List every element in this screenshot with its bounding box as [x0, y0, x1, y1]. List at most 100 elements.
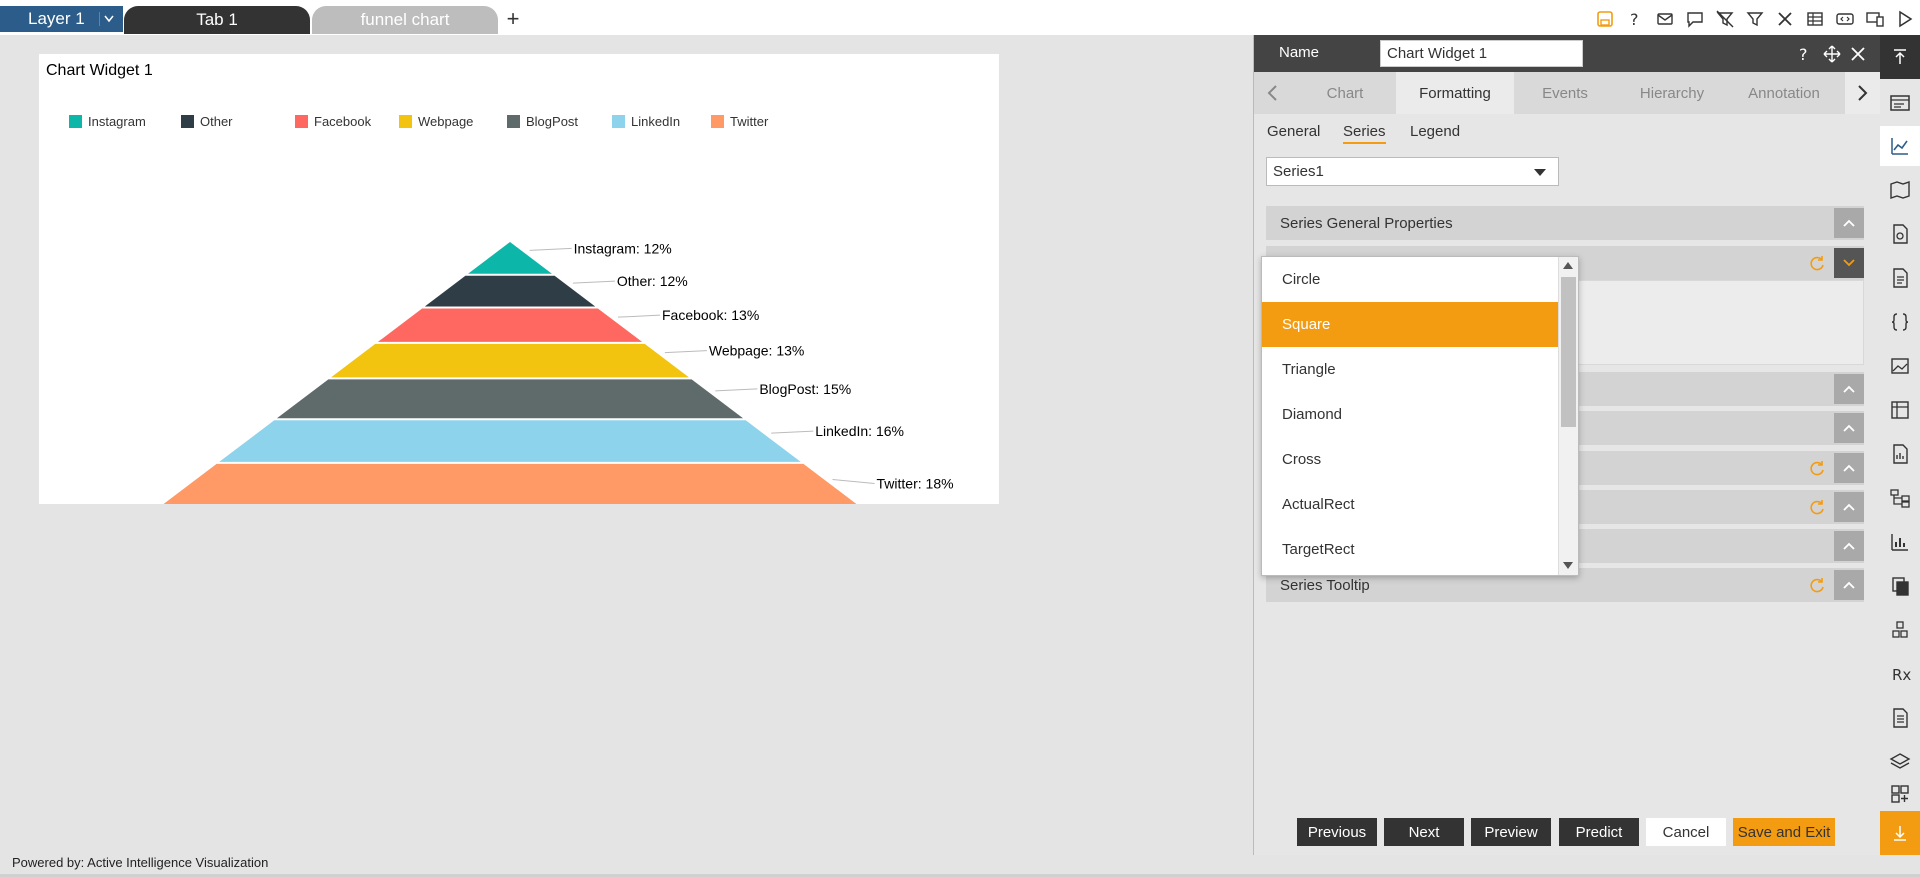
cancel-button[interactable]: Cancel: [1646, 818, 1726, 846]
chevron-up-icon[interactable]: [1834, 570, 1864, 600]
option-actualrect[interactable]: ActualRect: [1282, 496, 1355, 513]
devices-icon[interactable]: [1860, 6, 1890, 32]
legend-item[interactable]: Facebook: [295, 114, 371, 129]
close-icon[interactable]: [1848, 44, 1868, 64]
tabs-next-arrow-icon[interactable]: [1845, 72, 1881, 114]
help-icon[interactable]: ?: [1620, 6, 1650, 32]
chevron-up-icon[interactable]: [1834, 492, 1864, 522]
scroll-up-icon[interactable]: [1563, 262, 1573, 269]
filter-icon[interactable]: [1740, 6, 1770, 32]
reset-icon[interactable]: [1808, 459, 1826, 477]
comment-icon[interactable]: [1680, 6, 1710, 32]
legend-item[interactable]: Webpage: [399, 114, 473, 129]
tab-events[interactable]: Events: [1542, 84, 1588, 102]
option-circle[interactable]: Circle: [1282, 271, 1321, 288]
chevron-up-icon[interactable]: [1834, 374, 1864, 404]
series-general-properties-section[interactable]: Series General Properties: [1266, 206, 1864, 240]
legend-item[interactable]: LinkedIn: [612, 114, 680, 129]
funnel-segment[interactable]: [219, 420, 801, 462]
chevron-up-icon[interactable]: [1834, 453, 1864, 483]
subtab-general[interactable]: General: [1267, 123, 1321, 140]
chart-icon[interactable]: [1880, 126, 1920, 166]
legend-item[interactable]: Twitter: [711, 114, 768, 129]
option-targetrect[interactable]: TargetRect: [1282, 541, 1355, 558]
code-braces-icon[interactable]: [1880, 302, 1920, 342]
layers-icon[interactable]: [1880, 742, 1920, 782]
subtab-series[interactable]: Series: [1343, 123, 1386, 144]
marker-shape-dropdown[interactable]: Circle Square Triangle Diamond Cross Act…: [1261, 256, 1579, 576]
label-leader-line: [832, 478, 875, 484]
table-icon[interactable]: [1800, 6, 1830, 32]
tab-formatting[interactable]: Formatting: [1396, 72, 1514, 114]
tabs-prev-arrow-icon[interactable]: [1254, 72, 1290, 114]
cubes-icon[interactable]: [1880, 610, 1920, 650]
add-tab-button[interactable]: +: [506, 6, 520, 31]
dropdown-scrollbar[interactable]: [1558, 257, 1578, 575]
chevron-up-icon[interactable]: [1834, 413, 1864, 443]
bar-chart-icon[interactable]: [1880, 522, 1920, 562]
next-button[interactable]: Next: [1384, 818, 1464, 846]
tab-annotation[interactable]: Annotation: [1748, 84, 1820, 102]
notes-icon[interactable]: [1880, 698, 1920, 738]
option-square[interactable]: Square: [1262, 302, 1558, 347]
funnel-segment[interactable]: [276, 379, 744, 419]
tools-icon[interactable]: [1770, 6, 1800, 32]
formula-icon[interactable]: Rx: [1880, 654, 1920, 694]
chevron-up-icon[interactable]: [1834, 531, 1864, 561]
funnel-segment[interactable]: [424, 275, 596, 307]
document-icon[interactable]: [1880, 258, 1920, 298]
tree-icon[interactable]: [1880, 478, 1920, 518]
funnel-segment[interactable]: [331, 343, 689, 378]
collapse-down-icon[interactable]: [1880, 811, 1920, 855]
widgets-add-icon[interactable]: [1880, 777, 1920, 811]
save-and-exit-button[interactable]: Save and Exit: [1733, 818, 1835, 846]
scroll-down-icon[interactable]: [1563, 562, 1573, 569]
reset-icon[interactable]: [1808, 254, 1826, 272]
widget-name-input[interactable]: [1380, 40, 1583, 67]
tab-1[interactable]: Tab 1: [124, 6, 310, 34]
chart-widget[interactable]: Chart Widget 1 Instagram Other Facebook Web…: [39, 54, 999, 504]
option-triangle[interactable]: Triangle: [1282, 361, 1336, 378]
horizontal-scrollbar[interactable]: [0, 874, 1920, 877]
embed-icon[interactable]: [1830, 6, 1860, 32]
chevron-up-icon[interactable]: [1834, 208, 1864, 238]
legend-swatch: [711, 115, 724, 128]
clear-filter-icon[interactable]: [1710, 6, 1740, 32]
layer-selector[interactable]: Layer 1: [0, 6, 123, 32]
subtab-legend[interactable]: Legend: [1410, 123, 1461, 140]
caret-down-icon[interactable]: [99, 12, 117, 26]
mail-icon[interactable]: [1650, 6, 1680, 32]
tab-funnel-chart[interactable]: funnel chart: [312, 6, 498, 34]
reset-icon[interactable]: [1808, 576, 1826, 594]
report-icon[interactable]: [1880, 434, 1920, 474]
previous-button[interactable]: Previous: [1297, 818, 1377, 846]
reset-icon[interactable]: [1808, 498, 1826, 516]
properties-icon[interactable]: [1880, 83, 1920, 123]
funnel-segment[interactable]: [153, 463, 867, 504]
collapse-up-icon[interactable]: [1880, 35, 1920, 79]
play-icon[interactable]: [1890, 6, 1920, 32]
copy-icon[interactable]: [1880, 566, 1920, 606]
document-chart-icon[interactable]: [1880, 214, 1920, 254]
tab-hierarchy[interactable]: Hierarchy: [1639, 84, 1705, 102]
save-icon[interactable]: [1590, 6, 1620, 32]
scrollbar-thumb[interactable]: [1561, 277, 1576, 427]
funnel-segment[interactable]: [468, 242, 552, 274]
option-diamond[interactable]: Diamond: [1282, 406, 1343, 423]
predict-button[interactable]: Predict: [1559, 818, 1639, 846]
funnel-segment[interactable]: [377, 308, 643, 342]
legend-item[interactable]: Instagram: [69, 114, 146, 129]
option-cross[interactable]: Cross: [1282, 451, 1322, 468]
top-bar: Layer 1 Tab 1 funnel chart + ?: [0, 0, 1920, 35]
map-icon[interactable]: [1880, 170, 1920, 210]
preview-button[interactable]: Preview: [1471, 818, 1551, 846]
chevron-down-icon[interactable]: [1834, 248, 1864, 278]
tab-chart[interactable]: Chart: [1326, 84, 1364, 102]
legend-item[interactable]: Other: [181, 114, 233, 129]
legend-item[interactable]: BlogPost: [507, 114, 578, 129]
series-select[interactable]: Series1: [1266, 157, 1559, 186]
help-icon[interactable]: ?: [1794, 44, 1814, 64]
move-icon[interactable]: [1822, 44, 1842, 64]
image-icon[interactable]: [1880, 346, 1920, 386]
pivot-table-icon[interactable]: [1880, 390, 1920, 430]
